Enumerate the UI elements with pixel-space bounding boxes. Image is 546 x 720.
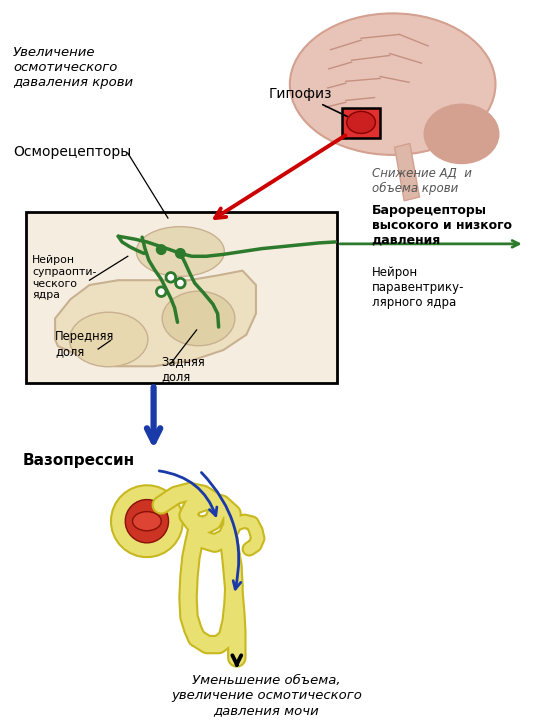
- Text: Осморецепторы: Осморецепторы: [13, 145, 131, 159]
- Ellipse shape: [69, 312, 148, 366]
- Text: Уменьшение объема,
увеличение осмотического
давления мочи: Уменьшение объема, увеличение осмотическ…: [171, 674, 362, 717]
- Text: Вазопрессин: Вазопрессин: [22, 454, 135, 468]
- Circle shape: [176, 248, 185, 258]
- Ellipse shape: [347, 112, 376, 133]
- Polygon shape: [395, 143, 419, 201]
- Text: Задняя
доля: Задняя доля: [161, 355, 205, 383]
- Circle shape: [157, 287, 166, 297]
- Text: Увеличение
осмотического
даваления крови: Увеличение осмотического даваления крови: [13, 46, 133, 89]
- Text: Нейрон
паравентрику-
лярного ядра: Нейрон паравентрику- лярного ядра: [372, 266, 464, 309]
- Polygon shape: [55, 271, 256, 366]
- Ellipse shape: [162, 291, 235, 346]
- Text: Передняя
доля: Передняя доля: [55, 330, 115, 358]
- Text: Гипофиз: Гипофиз: [268, 86, 347, 117]
- Text: Барорецепторы
высокого и низкого
давления: Барорецепторы высокого и низкого давлени…: [372, 204, 512, 247]
- Circle shape: [166, 273, 176, 282]
- Ellipse shape: [136, 227, 224, 276]
- Circle shape: [125, 499, 169, 543]
- Circle shape: [176, 279, 185, 288]
- Ellipse shape: [133, 512, 161, 531]
- Circle shape: [157, 245, 166, 254]
- Text: Нейрон
супраопти-
ческого
ядра: Нейрон супраопти- ческого ядра: [32, 256, 97, 300]
- FancyBboxPatch shape: [26, 212, 337, 382]
- Text: Снижение АД  и
объема крови: Снижение АД и объема крови: [372, 167, 472, 195]
- FancyBboxPatch shape: [342, 108, 380, 138]
- Ellipse shape: [290, 14, 495, 155]
- Ellipse shape: [424, 104, 499, 163]
